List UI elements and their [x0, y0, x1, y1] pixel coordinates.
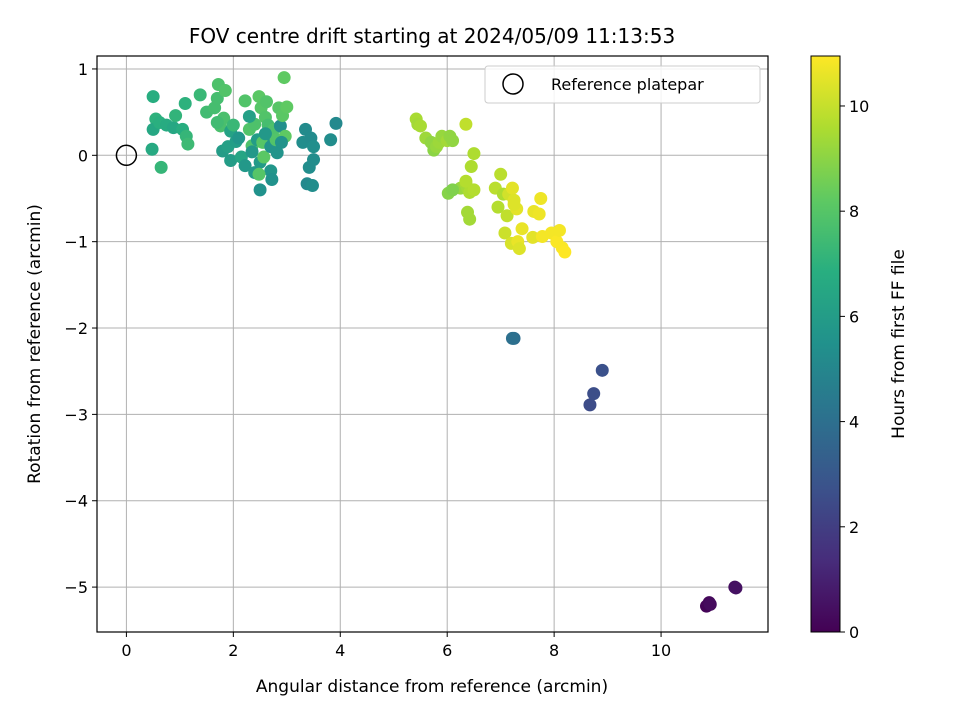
scatter-point [446, 183, 460, 197]
x-axis-ticks: 0 2 4 6 8 10 [121, 632, 671, 660]
scatter-point [505, 331, 519, 345]
scatter-point [459, 174, 473, 188]
scatter-point [259, 95, 273, 109]
y-tick-label: −3 [64, 405, 88, 424]
scatter-point [210, 115, 224, 129]
scatter-point [154, 160, 168, 174]
scatter-point [329, 116, 343, 130]
scatter-point [307, 153, 321, 167]
legend-marker-icon [502, 73, 524, 95]
scatter-point [307, 140, 321, 154]
scatter-point [446, 134, 460, 148]
scatter-point [467, 183, 481, 197]
scatter-point [532, 207, 546, 221]
scatter-point [238, 159, 252, 173]
colorbar-tick-label: 4 [849, 413, 859, 432]
scatter-point [413, 119, 427, 133]
scatter-point [324, 133, 338, 147]
legend-label: Reference platepar [551, 75, 704, 94]
scatter-point [280, 100, 294, 114]
y-tick-label: −1 [64, 233, 88, 252]
chart-title: FOV centre drift starting at 2024/05/09 … [189, 24, 675, 48]
scatter-point [512, 242, 526, 256]
scatter-point [277, 71, 291, 85]
scatter-point [505, 181, 519, 195]
scatter-point [491, 200, 505, 214]
scatter-point [526, 230, 540, 244]
scatter-point [463, 212, 477, 226]
scatter-point [270, 146, 284, 160]
scatter-point [232, 131, 246, 145]
scatter-point [507, 198, 521, 212]
colorbar-label: Hours from first FF file [889, 249, 909, 439]
scatter-point [515, 222, 529, 236]
scatter-point [274, 135, 288, 149]
scatter-point [587, 387, 601, 401]
legend-box [484, 65, 761, 104]
scatter-point [210, 91, 224, 105]
scatter-point [729, 581, 743, 595]
colorbar-gradient [810, 55, 841, 633]
scatter-point [253, 183, 267, 197]
scatter-point [226, 118, 240, 132]
grid-lines [97, 56, 768, 632]
y-axis-ticks: 1 0 −1 −2 −3 −4 −5 [64, 60, 97, 597]
scatter-point [193, 88, 207, 102]
y-tick-label: 0 [78, 146, 88, 165]
scatter-point [558, 245, 572, 259]
scatter-point [178, 96, 192, 110]
colorbar-tick-label: 8 [849, 202, 859, 221]
x-tick-label: 2 [228, 641, 238, 660]
scatter-point [181, 137, 195, 151]
y-tick-label: −5 [64, 578, 88, 597]
colorbar-ticks: 0 2 4 6 8 10 [840, 97, 869, 642]
scatter-point [238, 94, 252, 108]
scatter-point [169, 109, 183, 123]
y-axis-label: Rotation from reference (arcmin) [25, 204, 45, 484]
scatter-point [145, 142, 159, 156]
x-tick-label: 8 [549, 641, 559, 660]
scatter-point [595, 363, 609, 377]
scatter-point [305, 179, 319, 193]
x-axis-label: Angular distance from reference (arcmin) [256, 677, 608, 697]
scatter-point [252, 167, 266, 181]
y-tick-label: 1 [78, 60, 88, 79]
scatter-point [224, 153, 238, 167]
plot-frame [96, 55, 769, 633]
colorbar-tick-label: 6 [849, 307, 859, 326]
y-tick-label: −4 [64, 492, 88, 511]
data-points [145, 71, 743, 613]
colorbar-tick-label: 10 [849, 97, 869, 116]
scatter-point [703, 597, 717, 611]
scatter-point [500, 209, 514, 223]
y-tick-label: −2 [64, 319, 88, 338]
scatter-point [534, 191, 548, 205]
colorbar-tick-label: 0 [849, 623, 859, 642]
scatter-point [552, 223, 566, 237]
scatter-point [494, 167, 508, 181]
scatter-point [146, 90, 160, 104]
colorbar: 0 2 4 6 8 10 Hours from first FF file [810, 55, 909, 642]
x-tick-label: 6 [442, 641, 452, 660]
scatter-point [258, 127, 272, 141]
scatter-point [464, 160, 478, 174]
x-tick-label: 4 [335, 641, 345, 660]
scatter-point [459, 117, 473, 131]
reference-marker [115, 144, 138, 167]
x-tick-label: 0 [121, 641, 131, 660]
x-tick-label: 10 [651, 641, 671, 660]
scatter-point [265, 172, 279, 186]
scatter-point [467, 147, 481, 161]
scatter-point [273, 119, 287, 133]
scatter-point [498, 226, 512, 240]
scatter-point [218, 84, 232, 98]
colorbar-tick-label: 2 [849, 518, 859, 537]
scatter-point [242, 109, 256, 123]
scatter-point [257, 150, 271, 164]
scatter-point [583, 398, 597, 412]
legend: Reference platepar [484, 65, 761, 104]
scatter-point [245, 145, 259, 159]
